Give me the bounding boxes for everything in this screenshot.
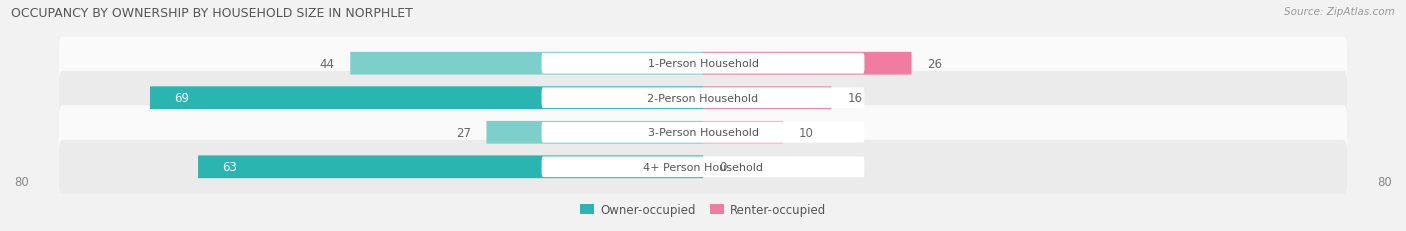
- FancyBboxPatch shape: [59, 71, 1347, 125]
- FancyBboxPatch shape: [703, 121, 783, 144]
- Text: 26: 26: [928, 58, 942, 70]
- Legend: Owner-occupied, Renter-occupied: Owner-occupied, Renter-occupied: [579, 203, 827, 216]
- Text: 10: 10: [799, 126, 814, 139]
- FancyBboxPatch shape: [541, 54, 865, 74]
- FancyBboxPatch shape: [150, 87, 703, 110]
- Text: 0: 0: [718, 161, 727, 173]
- Text: 3-Person Household: 3-Person Household: [648, 128, 758, 138]
- FancyBboxPatch shape: [350, 53, 703, 75]
- FancyBboxPatch shape: [703, 53, 911, 75]
- Text: 2-Person Household: 2-Person Household: [647, 93, 759, 103]
- Text: Source: ZipAtlas.com: Source: ZipAtlas.com: [1284, 7, 1395, 17]
- FancyBboxPatch shape: [59, 140, 1347, 194]
- Text: 80: 80: [14, 176, 28, 188]
- Text: OCCUPANCY BY OWNERSHIP BY HOUSEHOLD SIZE IN NORPHLET: OCCUPANCY BY OWNERSHIP BY HOUSEHOLD SIZE…: [11, 7, 413, 20]
- Text: 1-Person Household: 1-Person Household: [648, 59, 758, 69]
- FancyBboxPatch shape: [198, 156, 703, 178]
- FancyBboxPatch shape: [703, 87, 831, 110]
- FancyBboxPatch shape: [541, 122, 865, 143]
- FancyBboxPatch shape: [59, 37, 1347, 91]
- FancyBboxPatch shape: [541, 157, 865, 177]
- Text: 16: 16: [848, 92, 862, 105]
- Text: 44: 44: [319, 58, 335, 70]
- FancyBboxPatch shape: [59, 106, 1347, 160]
- Text: 27: 27: [456, 126, 471, 139]
- Text: 69: 69: [174, 92, 190, 105]
- Text: 4+ Person Household: 4+ Person Household: [643, 162, 763, 172]
- Text: 63: 63: [222, 161, 238, 173]
- FancyBboxPatch shape: [486, 121, 703, 144]
- FancyBboxPatch shape: [541, 88, 865, 109]
- Text: 80: 80: [1378, 176, 1392, 188]
